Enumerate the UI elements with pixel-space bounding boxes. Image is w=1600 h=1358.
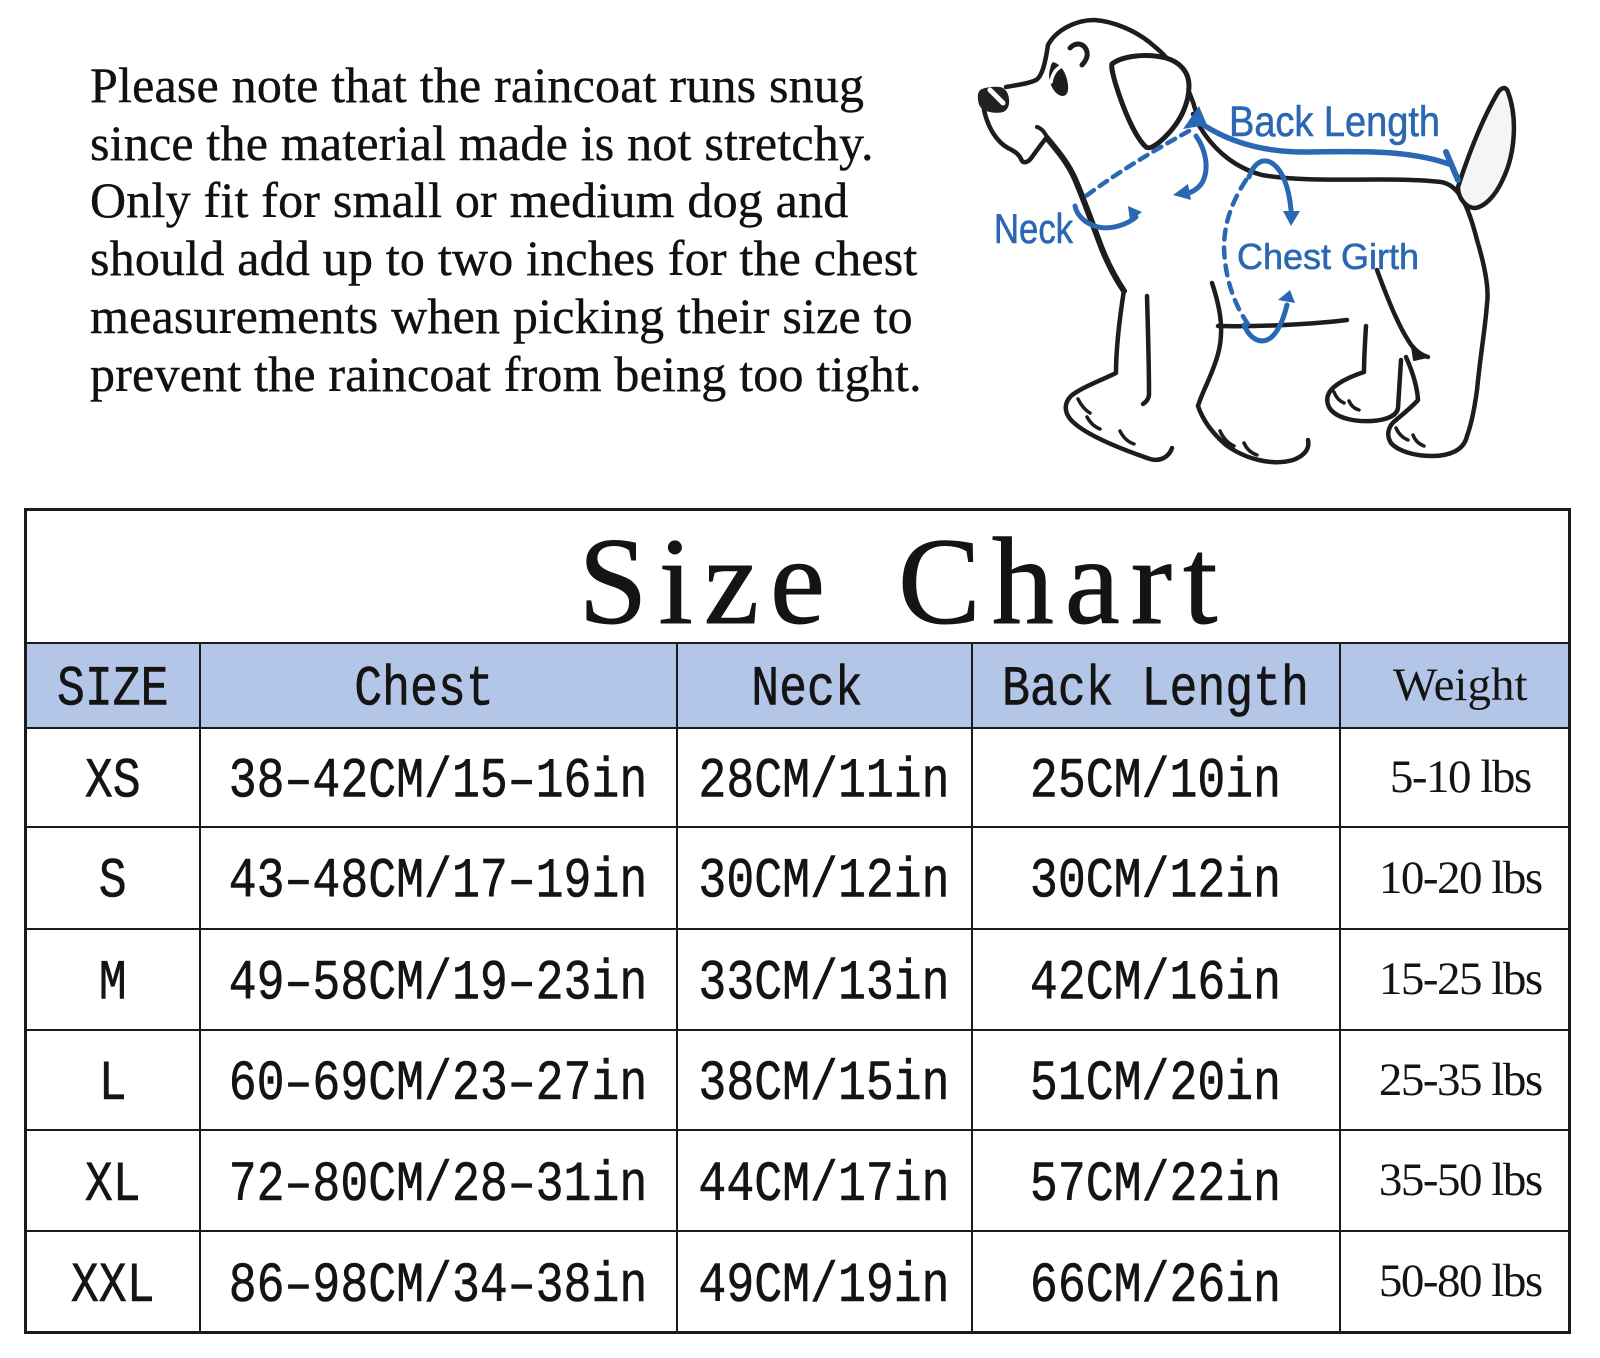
svg-text:Back Length: Back Length — [1229, 98, 1440, 146]
svg-text:Chest Girth: Chest Girth — [1237, 236, 1419, 277]
svg-text:Neck: Neck — [994, 205, 1074, 252]
